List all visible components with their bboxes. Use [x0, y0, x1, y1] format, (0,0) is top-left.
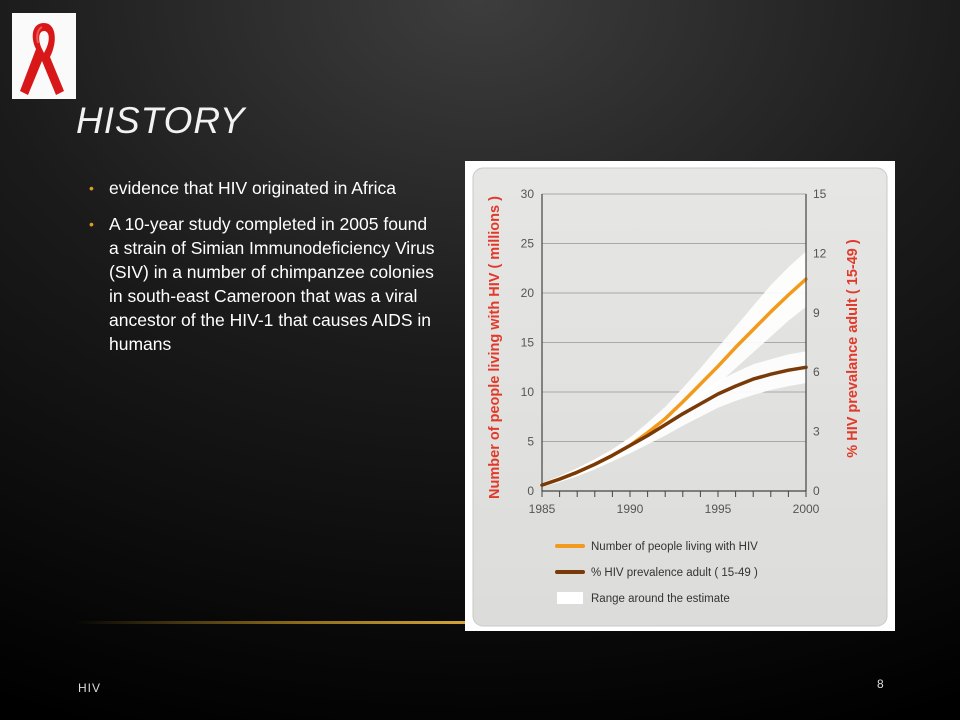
x-tick-label: 1990 [617, 502, 644, 516]
red-ribbon-logo [12, 13, 76, 99]
x-tick-label: 2000 [793, 502, 820, 516]
hiv-chart-figure: 0 5 10 15 20 25 30 0 3 6 9 12 15 1985 1990 1995 2000 Numb… [465, 161, 895, 631]
legend-label: Number of people living with HIV [591, 541, 758, 553]
y-right-tick-label: 6 [813, 365, 820, 379]
footer-label: HIV [78, 681, 102, 695]
y-right-axis-title: % HIV prevalance adult ( 15-49 ) [845, 239, 861, 458]
bullet-item: • evidence that HIV originated in Africa [88, 176, 440, 200]
y-right-tick-label: 0 [813, 484, 820, 498]
slide-title: HISTORY [76, 100, 246, 141]
bullet-text: evidence that HIV originated in Africa [109, 178, 396, 198]
red-ribbon-icon [20, 23, 64, 95]
y-left-tick-label: 20 [521, 286, 535, 300]
y-left-tick-label: 0 [527, 484, 534, 498]
gold-divider [76, 621, 476, 624]
series-line-2 [540, 365, 808, 487]
x-tick-label: 1995 [705, 502, 732, 516]
page-number: 8 [877, 677, 884, 691]
hiv-trend-chart: 0 5 10 15 20 25 30 0 3 6 9 12 15 1985 1990 1995 2000 Numb… [472, 167, 888, 627]
y-right-tick-label: 9 [813, 306, 820, 320]
bullet-marker-icon: • [89, 216, 94, 232]
y-left-tick-label: 5 [527, 435, 534, 449]
bullet-list: • evidence that HIV originated in Africa… [88, 176, 440, 368]
bullet-item: • A 10-year study completed in 2005 foun… [88, 212, 440, 356]
x-tick-label: 1985 [529, 502, 556, 516]
y-left-tick-label: 25 [521, 237, 535, 251]
y-left-tick-label: 10 [521, 385, 535, 399]
y-right-tick-label: 12 [813, 246, 827, 260]
legend-label: % HIV prevalence adult ( 15-49 ) [591, 567, 758, 579]
y-right-tick-label: 15 [813, 187, 827, 201]
y-right-tick-label: 3 [813, 425, 820, 439]
y-left-tick-label: 15 [521, 336, 535, 350]
legend-swatch [557, 592, 583, 604]
bullet-text: A 10-year study completed in 2005 found … [109, 214, 435, 354]
legend-label: Range around the estimate [591, 593, 730, 605]
bullet-marker-icon: • [89, 180, 94, 196]
y-left-axis-title: Number of people living with HIV ( milli… [487, 196, 503, 499]
y-left-tick-label: 30 [521, 187, 535, 201]
